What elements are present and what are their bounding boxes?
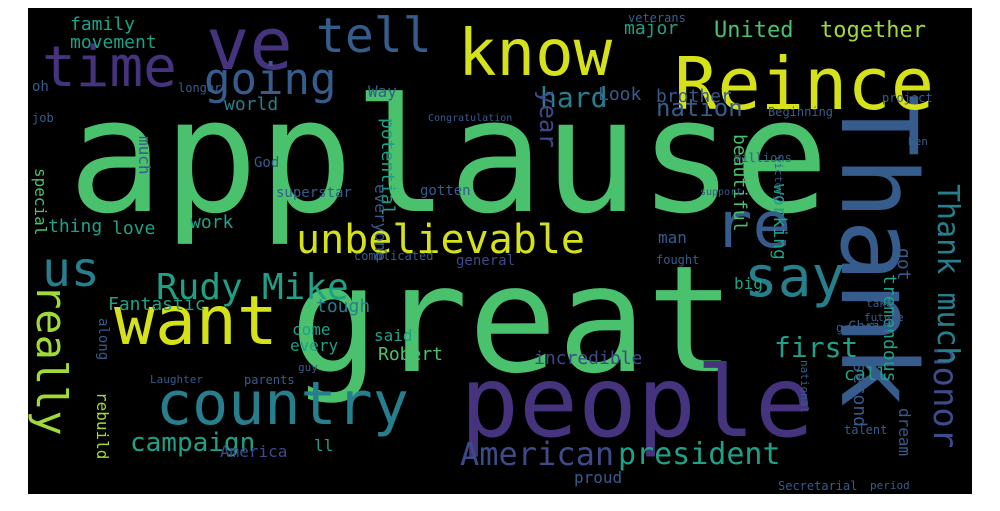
word-work: work <box>190 214 233 232</box>
word-veterans: veterans <box>628 12 686 24</box>
word-look: Look <box>598 86 641 104</box>
word-robert: Robert <box>378 346 443 364</box>
word-year: year <box>536 90 560 148</box>
word-along: along <box>96 318 110 360</box>
word-national: national <box>799 360 810 413</box>
word-fought: fought <box>656 254 699 266</box>
word-project: project <box>882 92 933 104</box>
word-period: period <box>870 480 910 491</box>
word-america: America <box>220 444 287 460</box>
word-united: United <box>714 20 793 42</box>
word-general: general <box>456 254 515 268</box>
word-fantastic: Fantastic <box>108 296 206 314</box>
word-guy: guy <box>298 362 318 373</box>
word-ben: Ben <box>908 136 928 147</box>
word-said: said <box>374 328 413 344</box>
word-brother: brother <box>656 88 732 106</box>
word-ll: ll <box>314 438 333 454</box>
word-gotten: gotten <box>420 184 471 198</box>
word-take: take <box>866 298 893 309</box>
word-laughter: Laughter <box>150 374 203 385</box>
word-god: God <box>254 156 279 170</box>
word-know: know <box>458 22 612 86</box>
word-victory: victory <box>773 156 784 202</box>
word-longer: longer <box>178 82 221 94</box>
word-tell: tell <box>316 12 432 60</box>
word-second: second <box>850 362 868 427</box>
word-first: first <box>774 334 858 362</box>
word-secretarial: Secretarial <box>778 480 857 492</box>
word-parents: parents <box>244 374 295 386</box>
word-superstar: superstar <box>276 186 352 200</box>
word-complicated: complicated <box>354 250 433 262</box>
word-oh: oh <box>32 80 49 94</box>
word-much: much <box>136 136 152 175</box>
word-man: man <box>658 230 687 246</box>
word-support: support <box>700 188 742 198</box>
word-movement: movement <box>70 34 157 52</box>
word-future: future <box>864 312 904 323</box>
word-beginning: Beginning <box>768 106 833 118</box>
word-beautiful: beautiful <box>730 134 748 232</box>
word-rebuild: rebuild <box>94 392 110 459</box>
word-thing: thing <box>48 218 102 236</box>
word-tough: tough <box>316 298 370 316</box>
word-love: love <box>112 220 155 238</box>
word-congratulation: Congratulation <box>428 114 512 124</box>
word-every: every <box>290 338 338 354</box>
word-american: American <box>460 438 614 470</box>
word-talent: talent <box>844 424 887 436</box>
word-big: big <box>734 276 763 292</box>
word-way: Way <box>368 84 397 100</box>
word-together: together <box>820 20 926 42</box>
word-thank-much: Thank much <box>932 184 962 365</box>
word-really: really <box>30 284 72 436</box>
word-world: world <box>224 96 278 114</box>
word-job: job <box>32 112 54 124</box>
word-special: special <box>32 168 48 235</box>
word-cloud: applause great people Thank country want Reinc… <box>28 8 972 494</box>
word-dream: dream <box>896 408 912 456</box>
word-incredible: incredible <box>534 350 642 368</box>
word-president: president <box>618 440 781 470</box>
word-unbelievable: unbelievable <box>296 220 585 260</box>
word-proud: proud <box>574 470 622 486</box>
